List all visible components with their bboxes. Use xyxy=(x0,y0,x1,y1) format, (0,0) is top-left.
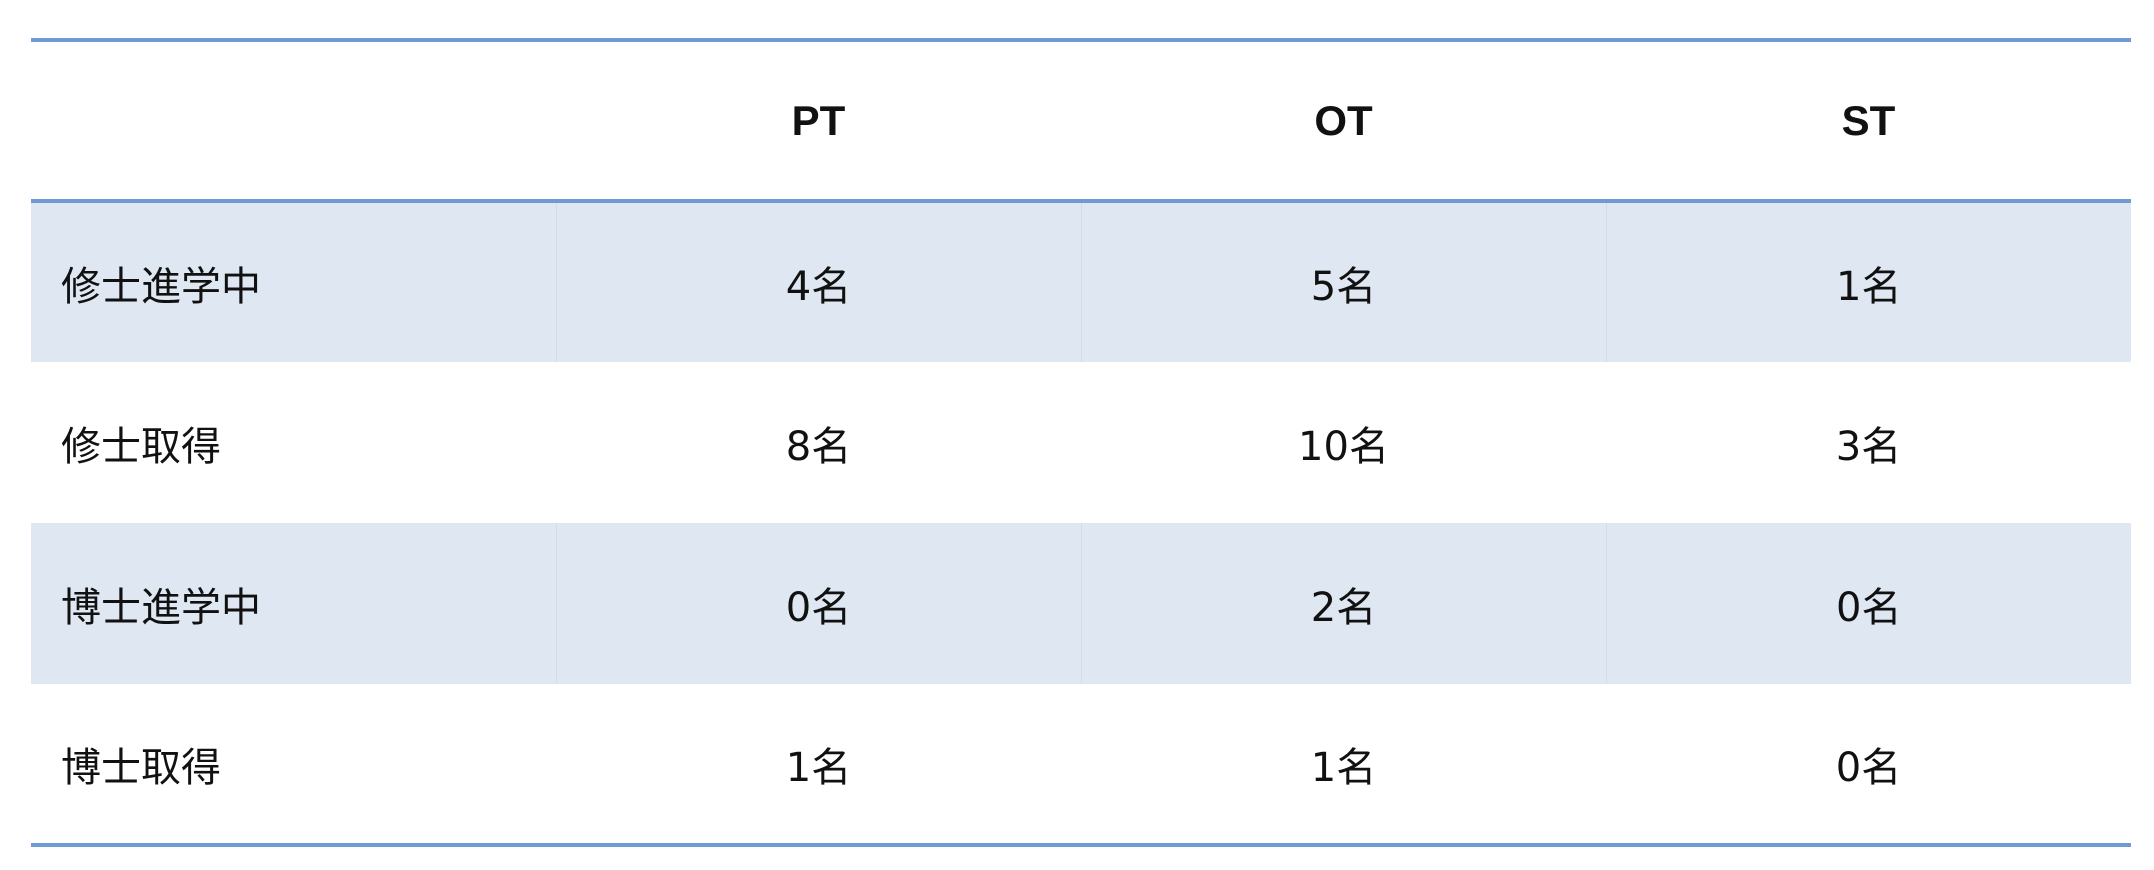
degree-status-table: PT OT ST 修士進学中 4名 5名 1名 修士取得 8名 10名 3名 博… xyxy=(31,38,2131,847)
cell-st: 0名 xyxy=(1835,744,1902,791)
row-label: 博士進学中 xyxy=(31,523,556,684)
header-cell-st: ST xyxy=(1841,96,1896,144)
row-label: 博士取得 xyxy=(61,744,221,791)
cell-pt: 8名 xyxy=(785,423,852,470)
cell-ot: 1名 xyxy=(1310,744,1377,791)
cell-ot: 5名 xyxy=(1080,201,1606,362)
table-row: 博士取得 1名 1名 0名 xyxy=(31,684,2131,845)
row-label: 修士取得 xyxy=(61,423,221,470)
table-header-row: PT OT ST xyxy=(31,40,2131,201)
cell-ot: 2名 xyxy=(1080,523,1606,684)
header-cell-pt: PT xyxy=(791,96,846,144)
cell-st: 1名 xyxy=(1605,201,2131,362)
table-row: 博士進学中 0名 2名 0名 xyxy=(31,523,2131,684)
cell-pt: 4名 xyxy=(555,201,1081,362)
cell-pt: 0名 xyxy=(555,523,1081,684)
cell-st: 0名 xyxy=(1605,523,2131,684)
degree-status-table-container: PT OT ST 修士進学中 4名 5名 1名 修士取得 8名 10名 3名 博… xyxy=(31,38,2131,847)
table-row: 修士進学中 4名 5名 1名 xyxy=(31,201,2131,362)
cell-st: 3名 xyxy=(1835,423,1902,470)
header-cell-empty xyxy=(31,40,556,201)
table-row: 修士取得 8名 10名 3名 xyxy=(31,362,2131,523)
row-label: 修士進学中 xyxy=(31,201,556,362)
cell-pt: 1名 xyxy=(785,744,852,791)
header-cell-ot: OT xyxy=(1314,96,1373,144)
cell-ot: 10名 xyxy=(1298,423,1389,470)
